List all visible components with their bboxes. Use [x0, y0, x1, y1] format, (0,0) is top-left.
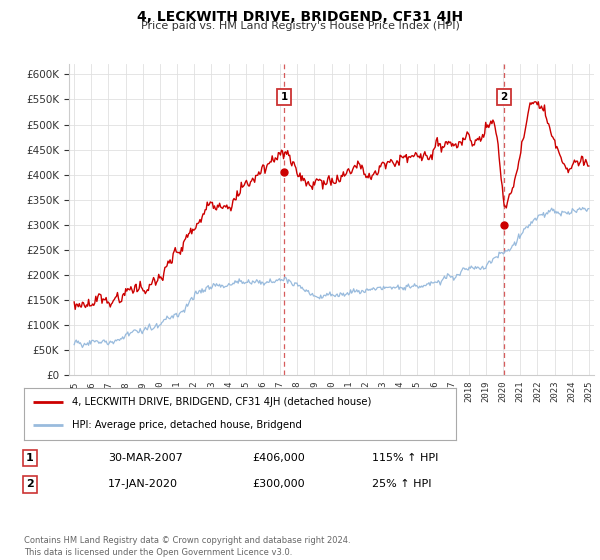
Text: £406,000: £406,000: [252, 453, 305, 463]
Text: Price paid vs. HM Land Registry's House Price Index (HPI): Price paid vs. HM Land Registry's House …: [140, 21, 460, 31]
Text: 4, LECKWITH DRIVE, BRIDGEND, CF31 4JH (detached house): 4, LECKWITH DRIVE, BRIDGEND, CF31 4JH (d…: [71, 397, 371, 407]
Text: 17-JAN-2020: 17-JAN-2020: [108, 479, 178, 489]
Text: 2: 2: [500, 92, 508, 102]
Text: 4, LECKWITH DRIVE, BRIDGEND, CF31 4JH: 4, LECKWITH DRIVE, BRIDGEND, CF31 4JH: [137, 10, 463, 24]
Text: HPI: Average price, detached house, Bridgend: HPI: Average price, detached house, Brid…: [71, 420, 301, 430]
Text: 30-MAR-2007: 30-MAR-2007: [108, 453, 183, 463]
Text: £300,000: £300,000: [252, 479, 305, 489]
Text: Contains HM Land Registry data © Crown copyright and database right 2024.
This d: Contains HM Land Registry data © Crown c…: [24, 536, 350, 557]
Text: 1: 1: [281, 92, 288, 102]
Text: 2: 2: [26, 479, 34, 489]
Text: 115% ↑ HPI: 115% ↑ HPI: [372, 453, 439, 463]
Text: 25% ↑ HPI: 25% ↑ HPI: [372, 479, 431, 489]
Text: 1: 1: [26, 453, 34, 463]
